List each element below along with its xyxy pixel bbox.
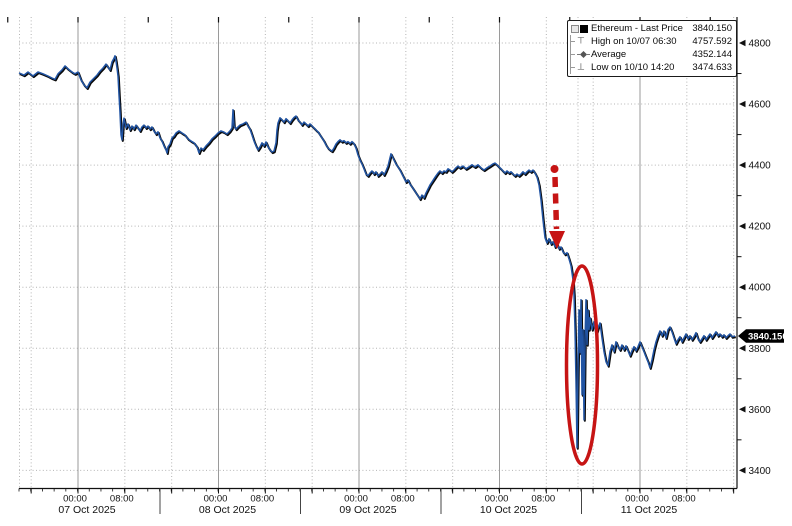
x-time-label: 00:00 [485,494,509,505]
x-time-label: 00:00 [625,494,649,505]
y-tick-arrow-icon [739,284,746,291]
price-line [18,55,736,449]
down-arrow-dashed-shaft [552,176,560,230]
arrow-start-dot [550,165,559,173]
y-axis-label: 3600 [749,405,772,416]
high-tack-icon: ⊤ [577,35,585,46]
legend-box: Ethereum - Last Price 3840.150 ⊤ High on… [567,20,737,77]
tree-connector [570,61,577,74]
y-axis-label: 3800 [749,344,772,355]
x-date-label: 08 Oct 2025 [199,504,256,516]
x-date-label: 09 Oct 2025 [339,504,396,516]
y-tick-arrow-icon [739,467,746,474]
x-time-label: 08:00 [672,494,696,505]
x-time-label: 08:00 [110,494,134,505]
legend-value-low: 3474.633 [692,62,732,73]
average-diamond-icon [579,50,588,59]
legend-marker: ⊤ [570,35,591,48]
tree-connector [570,48,577,61]
legend-label-high: High on 10/07 06:30 [591,36,677,47]
average-dash [587,54,590,55]
y-tick-arrow-icon [739,406,746,413]
legend-expander-icon[interactable] [571,24,579,33]
legend-item-last-price[interactable]: Ethereum - Last Price 3840.150 [570,22,732,35]
x-time-label: 00:00 [344,494,368,505]
x-time-label: 08:00 [250,494,274,505]
y-axis-label: 4400 [749,161,772,172]
last-price-tag [738,329,784,343]
legend-label-average: Average [591,49,627,60]
y-tick-arrow-icon [739,161,746,169]
x-date-label: 07 Oct 2025 [58,504,115,516]
black-square-marker-icon [580,24,588,33]
price-line-shadow [19,55,737,450]
y-tick-arrow-icon [739,39,746,47]
y-axis-label: 4800 [749,39,772,50]
legend-marker [570,24,591,33]
y-axis-label: 3400 [749,466,772,477]
legend-value-high: 4757.592 [692,36,732,47]
y-axis-label: 4200 [749,222,772,233]
average-dash [577,54,580,55]
y-tick-arrow-icon [739,222,746,230]
down-arrow-head [549,231,565,249]
y-axis-label: 4000 [749,283,772,294]
last-price-tag-text: 3840.150 [748,331,788,342]
legend-label-low: Low on 10/10 14:20 [591,62,675,73]
legend-label-last-price: Ethereum - Last Price [591,23,683,34]
legend-item-high[interactable]: ⊤ High on 10/07 06:30 4757.592 [570,35,732,48]
low-tack-icon: ⊥ [577,61,585,72]
crash-circle-annotation [564,264,600,466]
x-time-label: 08:00 [531,494,555,505]
x-date-label: 10 Oct 2025 [480,504,537,516]
legend-item-low[interactable]: ⊥ Low on 10/10 14:20 3474.633 [570,61,732,74]
x-time-label: 08:00 [391,494,415,505]
y-tick-arrow-icon [739,100,746,108]
tree-connector [570,35,577,48]
legend-marker: ⊥ [570,61,591,74]
x-time-label: 00:00 [63,494,87,505]
x-time-label: 00:00 [204,494,228,505]
legend-value-last-price: 3840.150 [692,23,732,34]
y-tick-arrow-icon [739,345,746,352]
legend-item-average[interactable]: Average 4352.144 [570,48,732,61]
x-date-label: 11 Oct 2025 [621,504,678,516]
y-axis-label: 4600 [749,100,772,111]
legend-marker [570,48,591,61]
legend-value-average: 4352.144 [692,49,732,60]
